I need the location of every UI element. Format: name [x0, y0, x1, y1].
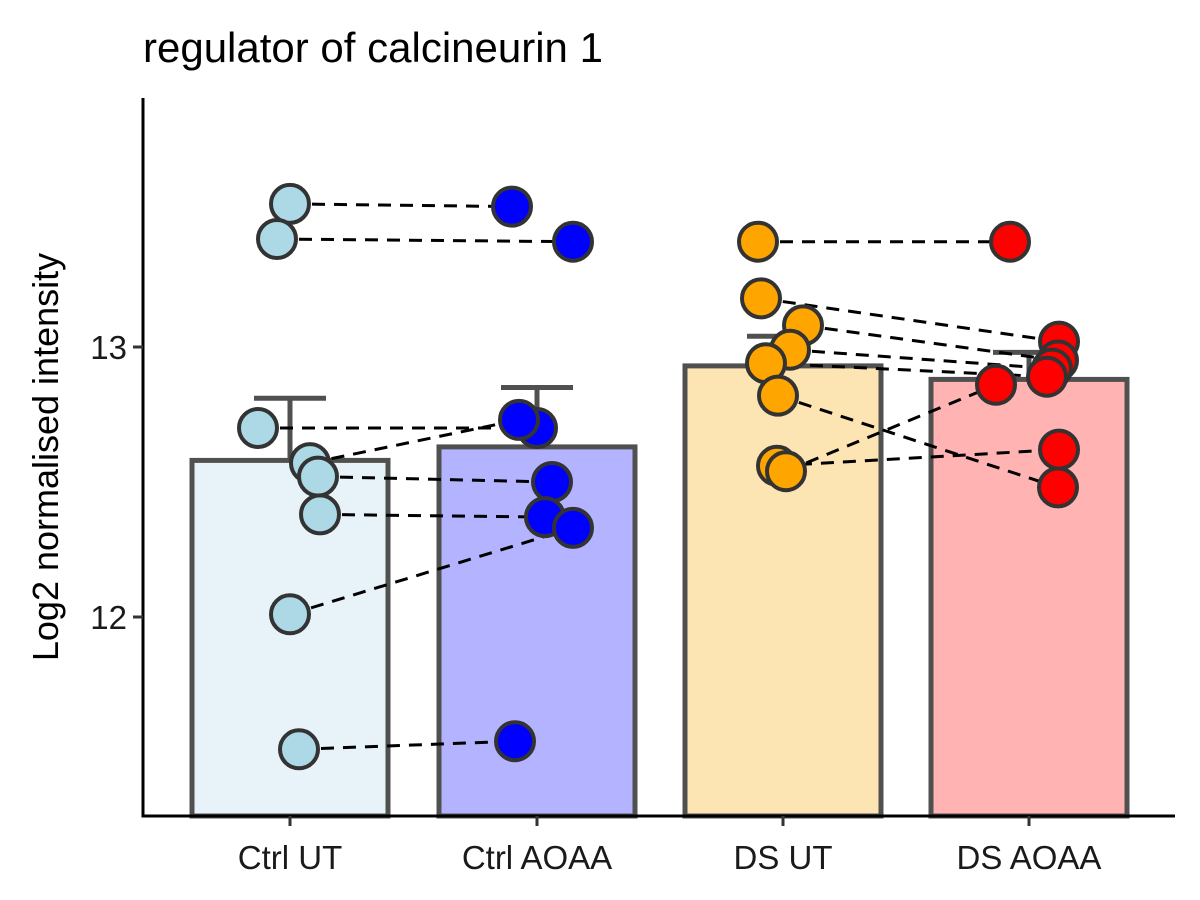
- ctrl-aoaa-point-1: [552, 220, 594, 263]
- ctrl-pair-line-6: [289, 526, 574, 616]
- ctrl-pair-line-1: [276, 237, 574, 244]
- x-tick-label-ctrl-ut: Ctrl UT: [238, 839, 342, 876]
- ctrl-ut-point-0: [269, 182, 311, 225]
- y-tick-label-13: 13: [90, 329, 127, 366]
- ctrl-pair-line-3: [309, 418, 520, 465]
- x-tick-label-ds-ut: DS UT: [734, 839, 833, 876]
- ds-pair-line-1: [760, 296, 1060, 344]
- y-axis-title: Log2 normalised intensity: [25, 253, 66, 661]
- ctrl-ut-point-5: [299, 493, 341, 536]
- ds-pair-line-6: [776, 448, 1060, 468]
- ds-ut-point-5: [757, 374, 799, 417]
- ctrl-ut-point-7: [278, 728, 320, 771]
- ds-ut-point-7: [765, 450, 807, 493]
- ctrl-ut-point-4: [297, 455, 339, 498]
- ds-aoaa-point-4: [1026, 355, 1068, 398]
- ds-ut-point-0: [737, 220, 779, 263]
- ctrl-pair-line-4: [317, 475, 553, 484]
- plot-area: 12 13 Ctrl UT Ctrl AOAA DS UT DS AOAA: [90, 98, 1175, 876]
- x-tick-label-ctrl-aoaa: Ctrl AOAA: [462, 839, 612, 876]
- ctrl-pair-line-5: [319, 512, 546, 519]
- bar-ds-ut: [682, 363, 884, 819]
- ctrl-ut-point-6: [269, 593, 311, 636]
- ctrl-aoaa-point-6: [552, 506, 594, 549]
- ctrl-ut-point-1: [256, 218, 298, 260]
- ds-pair-line-5: [777, 394, 1059, 489]
- ds-pair-line-7: [785, 383, 997, 473]
- ctrl-aoaa-point-3: [498, 398, 540, 441]
- ds-ut-point-1: [740, 277, 782, 320]
- ctrl-pair-line-0: [289, 202, 513, 209]
- ds-aoaa-point-6: [1038, 428, 1080, 471]
- ctrl-aoaa-point-0: [491, 185, 533, 228]
- y-tick-label-12: 12: [90, 599, 127, 636]
- ds-aoaa-point-7: [975, 363, 1017, 406]
- x-tick-label-ds-aoaa: DS AOAA: [957, 839, 1102, 876]
- ctrl-aoaa-point-4: [531, 461, 573, 503]
- ctrl-aoaa-point-7: [494, 720, 536, 763]
- bar-ds-aoaa: [928, 376, 1130, 819]
- ds-pair-line-4: [765, 361, 1048, 379]
- ds-aoaa-point-0: [989, 220, 1031, 263]
- chart-title: regulator of calcineurin 1: [143, 24, 603, 71]
- ctrl-ut-point-2: [237, 407, 279, 449]
- ds-pair-line-2: [802, 323, 1059, 362]
- ctrl-pair-line-7: [298, 739, 516, 751]
- ds-aoaa-point-5: [1037, 466, 1079, 509]
